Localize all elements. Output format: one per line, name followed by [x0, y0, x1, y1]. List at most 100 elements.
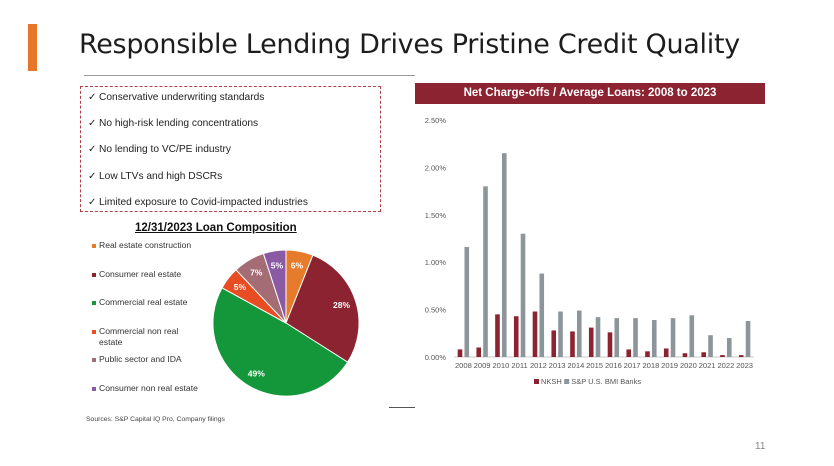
y-tick-label: 0.00%: [425, 353, 447, 362]
x-tick-label: 2014: [567, 361, 584, 370]
pie-data-label: 7%: [250, 268, 263, 278]
bar-chart-title: Net Charge-offs / Average Loans: 2008 to…: [415, 83, 765, 104]
y-tick-label: 0.50%: [425, 306, 447, 315]
page-number: 11: [755, 441, 766, 452]
bar-nksh: [513, 316, 519, 357]
bar-nksh: [738, 355, 744, 357]
pie-legend-item: Commercial real estate: [92, 297, 200, 326]
source-note: Sources: S&P Capital IQ Pro, Company fil…: [86, 416, 225, 423]
bar-sp-bmi-banks: [464, 247, 470, 357]
bar-sp-bmi-banks: [670, 318, 676, 357]
bar-sp-bmi-banks: [689, 315, 695, 357]
bullet-item: ✓ Conservative underwriting standards: [88, 92, 265, 103]
bar-sp-bmi-banks: [520, 233, 526, 357]
bar-sp-bmi-banks: [614, 318, 620, 357]
pie-slice: [212, 287, 349, 397]
bar-sp-bmi-banks: [558, 311, 563, 357]
bar-nksh: [720, 355, 725, 357]
x-tick-label: 2016: [605, 361, 622, 370]
legend-swatch: [92, 329, 96, 334]
bar-nksh: [682, 353, 688, 357]
check-icon: ✓: [88, 144, 97, 156]
bar-nksh: [607, 332, 613, 357]
pie-legend-item: Real estate construction: [92, 240, 200, 269]
pie-chart-title: 12/31/2023 Loan Composition: [135, 222, 297, 234]
bar-nksh: [476, 347, 482, 357]
bar-sp-bmi-banks: [595, 317, 601, 357]
pie-legend-label: Commercial non real estate: [99, 325, 179, 347]
pie-data-label: 49%: [248, 368, 265, 378]
legend-swatch: [92, 244, 96, 248]
divider-line: [389, 407, 415, 408]
bullet-item: ✓ Low LTVs and high DSCRs: [88, 170, 223, 182]
pie-legend-label: Commercial real estate: [99, 297, 188, 307]
legend-swatch: [92, 358, 96, 362]
bar-nksh: [588, 327, 594, 357]
bar-nksh: [701, 352, 707, 357]
x-tick-label: 2011: [511, 361, 527, 370]
pie-legend-label: Real estate construction: [99, 240, 192, 250]
pie-legend-label: Consumer non real estate: [99, 382, 198, 393]
x-tick-label: 2015: [586, 361, 603, 370]
net-chargeoffs-bar-chart: 0.00%0.50%1.00%1.50%2.00%2.50%2008 2009 20…: [425, 116, 754, 386]
x-tick-label: 2023: [736, 361, 753, 370]
pie-data-label: 5%: [271, 260, 284, 270]
check-icon: ✓: [88, 118, 97, 130]
check-icon: ✓: [88, 196, 97, 208]
pie-legend-label: Public sector and IDA: [99, 354, 182, 364]
bar-legend-label: S&P U.S. BMI Banks: [571, 377, 641, 386]
bar-sp-bmi-banks: [745, 320, 751, 357]
legend-swatch: [564, 379, 570, 384]
bar-sp-bmi-banks: [576, 310, 582, 357]
check-icon: ✓: [88, 170, 97, 182]
bar-nksh: [495, 314, 500, 357]
x-tick-label: 2021: [699, 361, 716, 370]
pie-legend-item: Public sector and IDA: [92, 354, 200, 383]
pie-legend-label: Consumer real estate: [99, 268, 182, 279]
legend-swatch: [92, 386, 96, 391]
x-tick-label: 2018: [642, 361, 659, 370]
x-tick-label: 2020: [680, 361, 697, 370]
bar-nksh: [457, 349, 463, 357]
title-accent-bar: [28, 24, 37, 71]
pie-data-label: 5%: [234, 282, 247, 292]
loan-composition-pie-chart: 6%28%49%5%7%5%: [212, 249, 360, 397]
x-tick-label: 2010: [492, 361, 509, 370]
bar-nksh: [551, 330, 557, 357]
x-tick-label: 2022: [717, 361, 734, 370]
bar-nksh: [645, 351, 650, 357]
bar-nksh: [663, 348, 669, 357]
bullet-item: ✓ No lending to VC/PE industry: [88, 144, 231, 156]
bar-sp-bmi-banks: [501, 153, 507, 357]
pie-legend-item: Consumer real estate: [92, 269, 200, 298]
pie-legend-item: Commercial non real estate: [92, 326, 200, 355]
y-tick-label: 1.50%: [425, 211, 447, 220]
title-divider: [84, 75, 415, 76]
bullet-item: ✓ No high-risk lending concentrations: [88, 118, 259, 130]
pie-legend-item: Consumer non real estate: [92, 383, 200, 412]
bar-sp-bmi-banks: [483, 186, 488, 357]
bar-sp-bmi-banks: [708, 335, 713, 357]
y-tick-label: 1.00%: [425, 258, 447, 267]
y-tick-label: 2.50%: [425, 116, 447, 125]
legend-swatch: [534, 379, 539, 384]
x-tick-label: 2019: [661, 361, 678, 370]
legend-swatch: [92, 272, 96, 277]
bar-nksh: [626, 349, 632, 357]
pie-data-label: 6%: [291, 261, 304, 271]
check-icon: ✓: [88, 92, 97, 103]
y-tick-label: 2.00%: [425, 163, 447, 172]
pie-slice: [262, 249, 287, 324]
legend-swatch: [92, 301, 96, 305]
x-tick-label: 2013: [549, 361, 566, 370]
bullet-item: ✓ Limited exposure to Covid-impacted indu…: [88, 196, 308, 208]
x-tick-label: 2009: [474, 361, 491, 370]
x-tick-label: 2017: [624, 361, 641, 370]
x-tick-label: 2012: [530, 361, 547, 370]
bar-sp-bmi-banks: [651, 320, 657, 357]
x-tick-label: 2008: [455, 361, 472, 370]
pie-data-label: 28%: [333, 300, 350, 310]
bar-legend-label: NKSH: [541, 377, 562, 386]
page-title: Responsible Lending Drives Pristine Cred…: [79, 29, 740, 60]
bar-sp-bmi-banks: [726, 338, 732, 357]
